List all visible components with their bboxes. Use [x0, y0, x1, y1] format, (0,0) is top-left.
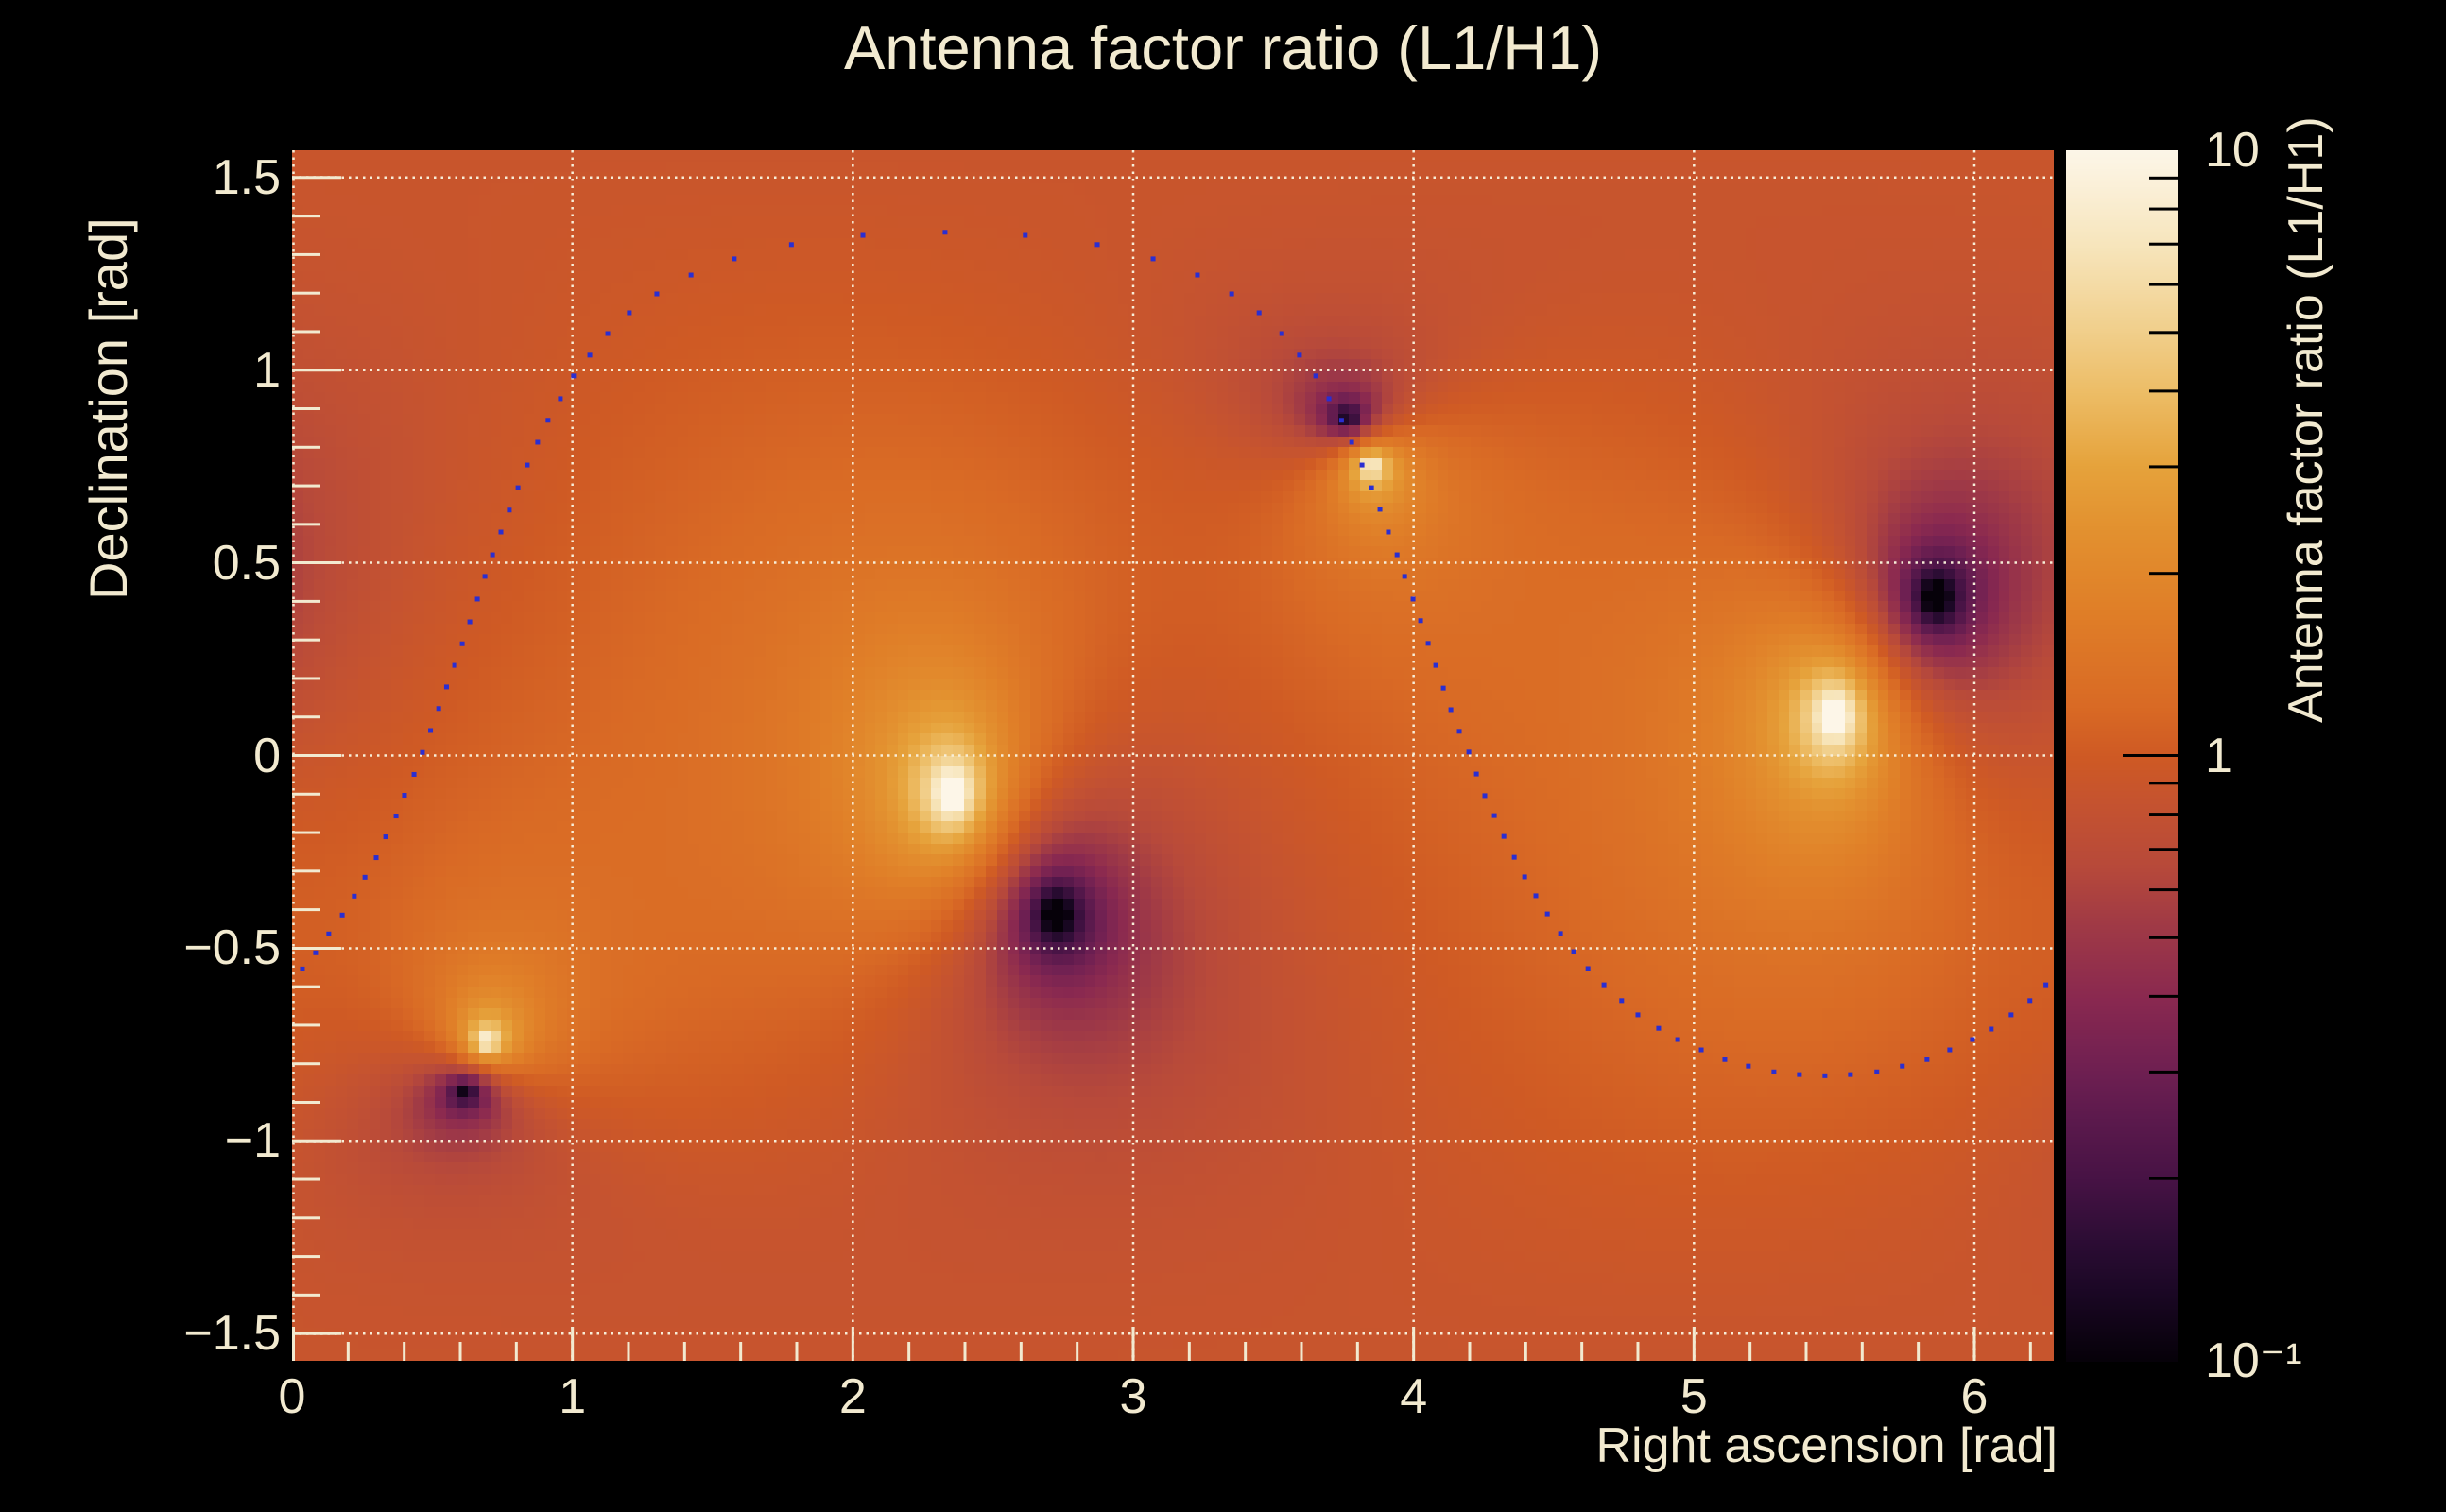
y-tick-label: −0.5	[183, 920, 281, 976]
y-tick-label: 0	[253, 728, 281, 783]
x-tick-label: 2	[838, 1369, 867, 1424]
y-tick-label: −1	[224, 1113, 281, 1169]
colorbar-tick-label: 1	[2205, 728, 2232, 783]
colorbar-tick-label: 10	[2205, 123, 2260, 178]
x-tick-label: 3	[1119, 1369, 1147, 1424]
heatmap-canvas	[292, 150, 2054, 1361]
x-axis-title: Right ascension [rad]	[1595, 1418, 2058, 1473]
y-tick-label: 0.5	[212, 535, 281, 591]
y-tick-label: −1.5	[183, 1306, 281, 1362]
x-tick-label: 6	[1960, 1369, 1989, 1424]
y-tick-label: 1	[253, 342, 281, 398]
colorbar-canvas	[2066, 150, 2178, 1362]
page-title: Antenna factor ratio (L1/H1)	[843, 13, 1603, 82]
x-tick-label: 5	[1679, 1369, 1708, 1424]
x-tick-label: 4	[1400, 1369, 1428, 1424]
x-tick-label: 1	[559, 1369, 587, 1424]
x-tick-label: 0	[278, 1369, 306, 1424]
y-tick-label: 1.5	[212, 149, 281, 205]
z-axis-title: Antenna factor ratio (L1/H1)	[2279, 116, 2334, 723]
colorbar-tick-label: 10⁻¹	[2205, 1333, 2302, 1388]
